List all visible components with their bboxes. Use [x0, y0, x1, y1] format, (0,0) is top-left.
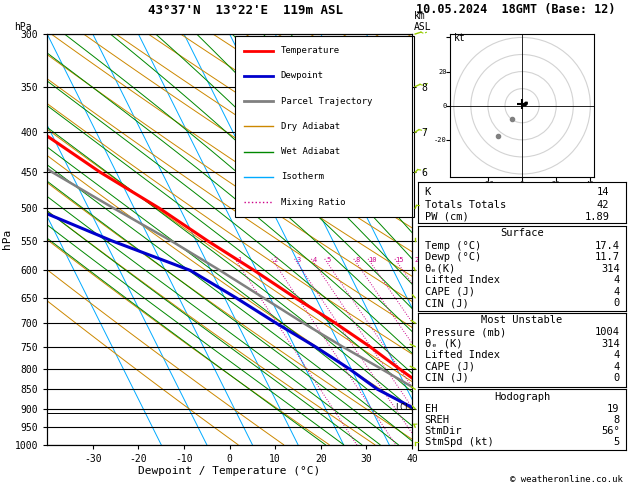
- Text: Wet Adiabat: Wet Adiabat: [281, 147, 340, 156]
- Text: 20: 20: [438, 69, 447, 74]
- Text: 20: 20: [552, 181, 560, 187]
- Text: 10.05.2024  18GMT (Base: 12): 10.05.2024 18GMT (Base: 12): [416, 2, 616, 16]
- Text: EH: EH: [425, 404, 437, 414]
- Text: Hodograph: Hodograph: [494, 392, 550, 401]
- FancyBboxPatch shape: [235, 36, 414, 217]
- Text: θₑ (K): θₑ (K): [425, 339, 462, 348]
- Text: km
ASL: km ASL: [414, 11, 431, 32]
- Text: 2: 2: [274, 257, 278, 262]
- Text: 8: 8: [613, 415, 620, 425]
- Text: Lifted Index: Lifted Index: [425, 276, 499, 285]
- Text: 5: 5: [613, 437, 620, 448]
- Text: 0: 0: [520, 181, 524, 187]
- Text: 8: 8: [355, 257, 360, 262]
- Text: 1004: 1004: [594, 327, 620, 337]
- Text: Lifted Index: Lifted Index: [425, 350, 499, 360]
- Text: 10: 10: [368, 257, 376, 262]
- Text: 0: 0: [613, 298, 620, 308]
- Text: LCL: LCL: [395, 403, 409, 412]
- Text: θₑ(K): θₑ(K): [425, 264, 456, 274]
- Text: 4: 4: [613, 287, 620, 297]
- Text: Parcel Trajectory: Parcel Trajectory: [281, 97, 372, 105]
- Text: 314: 314: [601, 264, 620, 274]
- Text: SREH: SREH: [425, 415, 450, 425]
- Text: Surface: Surface: [500, 228, 544, 238]
- Text: CIN (J): CIN (J): [425, 298, 468, 308]
- Text: 0: 0: [443, 103, 447, 109]
- Text: 4: 4: [613, 276, 620, 285]
- Text: StmSpd (kt): StmSpd (kt): [425, 437, 493, 448]
- Text: 5: 5: [326, 257, 331, 262]
- Text: K: K: [425, 188, 431, 197]
- Text: 25: 25: [430, 257, 438, 262]
- X-axis label: Dewpoint / Temperature (°C): Dewpoint / Temperature (°C): [138, 467, 321, 476]
- Text: 15: 15: [395, 257, 403, 262]
- Text: 314: 314: [601, 339, 620, 348]
- Text: 11.7: 11.7: [594, 252, 620, 262]
- Text: 17.4: 17.4: [594, 241, 620, 251]
- Text: StmDir: StmDir: [425, 426, 462, 436]
- Text: Temp (°C): Temp (°C): [425, 241, 481, 251]
- Text: Pressure (mb): Pressure (mb): [425, 327, 506, 337]
- Text: 4: 4: [613, 362, 620, 371]
- Text: 20: 20: [415, 257, 423, 262]
- Text: Temperature: Temperature: [281, 46, 340, 55]
- Text: PW (cm): PW (cm): [425, 212, 468, 222]
- Text: hPa: hPa: [14, 22, 32, 32]
- Text: © weatheronline.co.uk: © weatheronline.co.uk: [510, 474, 623, 484]
- Text: Dewp (°C): Dewp (°C): [425, 252, 481, 262]
- Text: 0: 0: [613, 373, 620, 383]
- Text: kt: kt: [454, 33, 465, 43]
- Text: 1: 1: [237, 257, 241, 262]
- Text: Mixing Ratio: Mixing Ratio: [281, 198, 345, 207]
- Text: -20: -20: [482, 181, 494, 187]
- Text: -20: -20: [434, 137, 447, 143]
- Text: Dewpoint: Dewpoint: [281, 71, 324, 81]
- Text: Most Unstable: Most Unstable: [481, 314, 563, 325]
- Text: 42: 42: [597, 200, 610, 209]
- Text: 4: 4: [613, 350, 620, 360]
- Text: 3: 3: [296, 257, 301, 262]
- Text: 1.89: 1.89: [584, 212, 610, 222]
- Text: 43°37'N  13°22'E  119m ASL: 43°37'N 13°22'E 119m ASL: [148, 4, 343, 17]
- Text: CAPE (J): CAPE (J): [425, 362, 474, 371]
- Text: 4: 4: [313, 257, 318, 262]
- Text: 14: 14: [597, 188, 610, 197]
- Text: 56°: 56°: [601, 426, 620, 436]
- Text: CAPE (J): CAPE (J): [425, 287, 474, 297]
- Text: 19: 19: [607, 404, 620, 414]
- Text: 40: 40: [586, 181, 594, 187]
- Y-axis label: hPa: hPa: [2, 229, 12, 249]
- Y-axis label: Mixing Ratio (g/kg): Mixing Ratio (g/kg): [434, 184, 444, 295]
- Text: Totals Totals: Totals Totals: [425, 200, 506, 209]
- Text: Dry Adiabat: Dry Adiabat: [281, 122, 340, 131]
- Text: CIN (J): CIN (J): [425, 373, 468, 383]
- Text: Isotherm: Isotherm: [281, 173, 324, 181]
